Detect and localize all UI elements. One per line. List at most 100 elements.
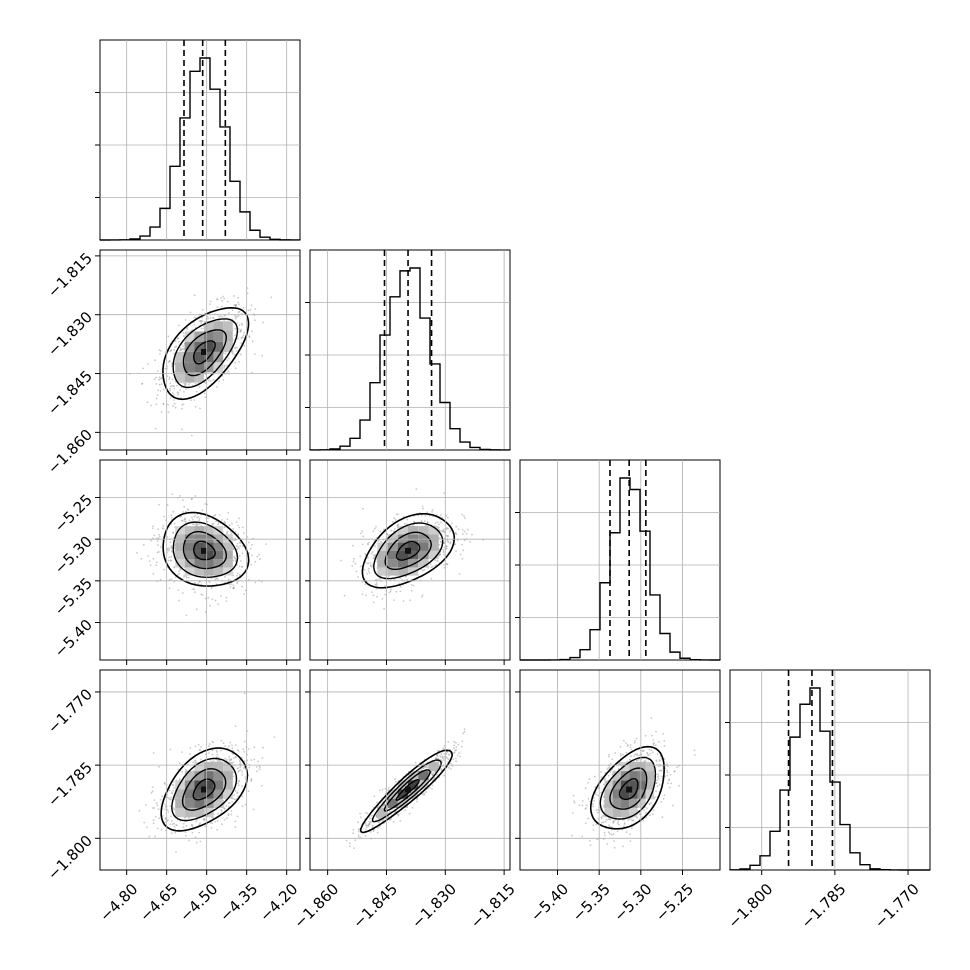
panel-frame bbox=[729, 669, 931, 871]
density-cell bbox=[184, 352, 195, 363]
sample-point bbox=[244, 803, 247, 806]
sample-point bbox=[243, 593, 246, 595]
sample-point bbox=[173, 522, 176, 525]
sample-point bbox=[203, 392, 206, 395]
sample-point bbox=[433, 776, 436, 779]
sample-point bbox=[465, 532, 468, 535]
sample-point bbox=[261, 580, 263, 583]
contour-2 bbox=[172, 521, 239, 579]
density-cell bbox=[184, 780, 195, 790]
sample-point bbox=[210, 577, 213, 580]
sample-point bbox=[171, 392, 174, 394]
sample-point bbox=[371, 551, 374, 553]
sample-point bbox=[345, 839, 348, 842]
sample-point bbox=[233, 539, 235, 542]
sample-point bbox=[372, 830, 375, 832]
sample-point bbox=[244, 589, 247, 592]
sample-point bbox=[153, 534, 156, 537]
sample-point bbox=[446, 757, 449, 760]
sample-point bbox=[159, 578, 162, 581]
sample-point bbox=[436, 521, 439, 524]
sample-point bbox=[354, 839, 357, 842]
sample-point bbox=[191, 831, 194, 834]
density-cell bbox=[184, 526, 195, 535]
sample-point bbox=[595, 809, 598, 812]
density-cell bbox=[204, 761, 214, 772]
sample-point bbox=[436, 774, 438, 776]
sample-point bbox=[195, 841, 198, 844]
sample-point bbox=[195, 608, 198, 611]
sample-point bbox=[377, 821, 380, 824]
density-cell bbox=[397, 526, 408, 535]
sample-point bbox=[412, 584, 415, 587]
sample-point bbox=[235, 756, 237, 759]
sample-point bbox=[377, 806, 380, 809]
sample-point bbox=[173, 349, 175, 351]
sample-point bbox=[423, 568, 426, 571]
sample-point bbox=[147, 555, 150, 557]
sample-point bbox=[184, 319, 187, 321]
sample-point bbox=[238, 779, 241, 782]
sample-point bbox=[365, 826, 368, 829]
sample-point bbox=[424, 515, 427, 517]
sample-point bbox=[159, 546, 162, 548]
sample-point bbox=[382, 804, 385, 807]
density-cell bbox=[184, 341, 195, 352]
density-cell bbox=[428, 761, 439, 772]
panel-content bbox=[100, 670, 300, 870]
sample-point bbox=[362, 535, 365, 538]
sample-point bbox=[179, 346, 182, 349]
sample-point bbox=[416, 798, 418, 801]
sample-point bbox=[208, 745, 210, 747]
sample-point bbox=[434, 564, 437, 567]
contour-1 bbox=[182, 329, 228, 377]
sample-point bbox=[151, 786, 154, 788]
density-cell bbox=[428, 526, 439, 535]
density-cell bbox=[213, 780, 224, 790]
sample-point bbox=[459, 755, 461, 758]
sample-point bbox=[422, 767, 425, 769]
sample-point bbox=[194, 405, 197, 408]
sample-point bbox=[454, 751, 456, 753]
sample-point bbox=[255, 766, 258, 768]
density-cell bbox=[175, 352, 185, 363]
sample-point bbox=[155, 802, 158, 804]
contour-2 bbox=[371, 759, 442, 823]
sample-point bbox=[361, 543, 364, 546]
sample-point bbox=[443, 774, 445, 777]
sample-point bbox=[168, 360, 171, 362]
sample-point bbox=[167, 403, 169, 406]
sample-point bbox=[249, 308, 252, 311]
sample-point bbox=[426, 766, 429, 769]
sample-point bbox=[240, 353, 242, 356]
density-cell bbox=[408, 526, 419, 535]
sample-point bbox=[445, 528, 448, 531]
sample-point bbox=[237, 770, 240, 773]
sample-point bbox=[396, 813, 399, 815]
sample-point bbox=[421, 594, 424, 597]
sample-point bbox=[372, 601, 375, 604]
sample-point bbox=[359, 816, 362, 819]
sample-point bbox=[661, 816, 664, 819]
sample-point bbox=[361, 581, 364, 583]
sample-point bbox=[423, 794, 426, 796]
sample-point bbox=[357, 828, 360, 830]
density-cell bbox=[223, 542, 233, 551]
density-cell bbox=[175, 526, 185, 535]
sample-point bbox=[390, 818, 392, 821]
sample-point bbox=[164, 367, 167, 370]
sample-point bbox=[454, 543, 457, 546]
sample-point bbox=[211, 598, 214, 601]
sample-point bbox=[367, 824, 370, 827]
sample-point bbox=[425, 791, 427, 794]
sample-point bbox=[224, 522, 227, 525]
sample-point bbox=[162, 402, 165, 405]
sample-point bbox=[258, 553, 260, 556]
sample-point bbox=[223, 365, 226, 367]
sample-point bbox=[169, 805, 172, 807]
sample-point bbox=[173, 825, 176, 828]
density-cell bbox=[418, 559, 429, 568]
contour-0 bbox=[192, 778, 216, 801]
contour-3 bbox=[162, 306, 250, 401]
sample-point bbox=[173, 399, 175, 401]
